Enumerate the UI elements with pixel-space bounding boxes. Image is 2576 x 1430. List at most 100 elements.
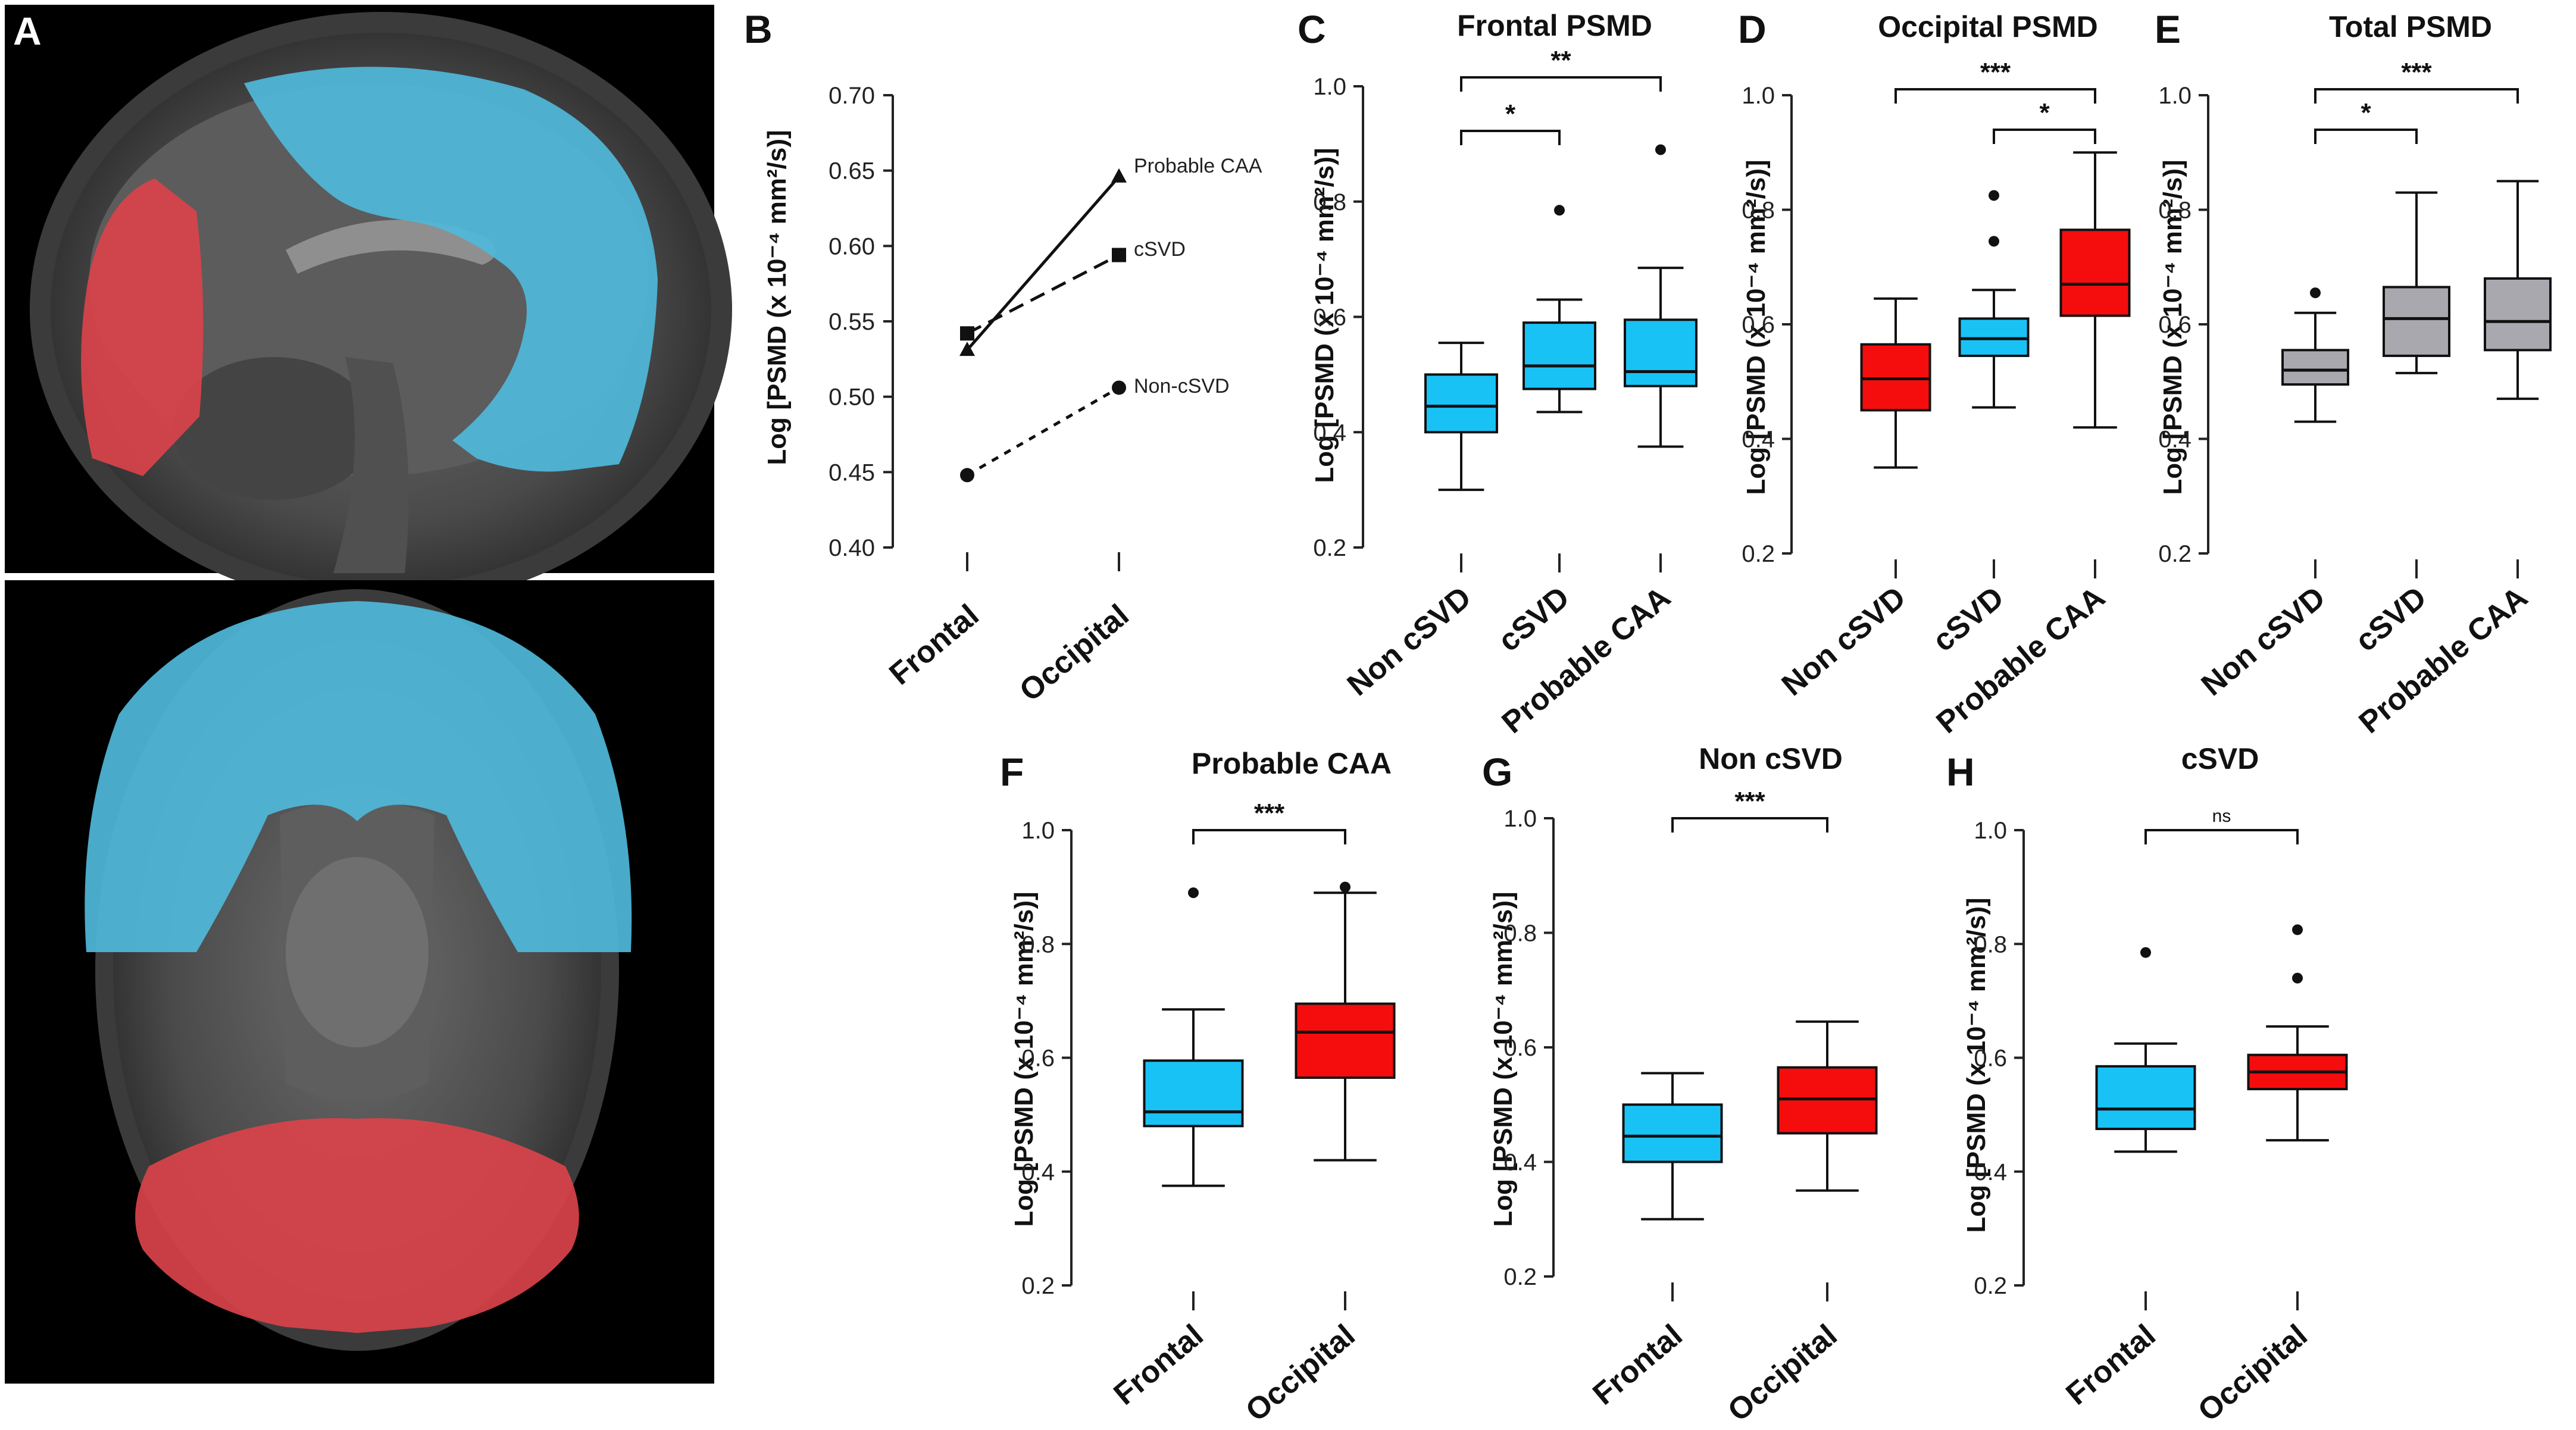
panel-g-box [1622,1103,1723,1163]
panel-b-cat-occipital: Occipital [1013,598,1136,709]
panel-f-significance-bracket [1192,829,1346,844]
panel-c-outlier-point [1655,144,1666,155]
panel-h-category-label: Occipital [2192,1318,2314,1429]
panel-e-ytick-label: 0.2 [2158,541,2192,567]
sagittal-frontal-region [244,67,658,472]
panel-e-significance-bracket [2314,129,2418,144]
panel-g-ytick-label: 1.0 [1503,806,1537,832]
panel-c-outlier-point [1554,205,1565,216]
panel-b-line-non-csvd [966,386,1120,477]
panel-d-category-label: cSVD [1926,580,2010,659]
panel-c-ytick-label: 0.8 [1313,189,1346,215]
panel-c-significance-label: * [1505,99,1516,129]
panel-h-outlier-point [2292,972,2303,984]
panel-c-category-label: Non cSVD [1341,580,1478,703]
panel-f-plot: 0.2 0.4 0.6 0.8 1.0 Frontal Occipital *** [1021,799,1396,1429]
panel-h-box [2095,1065,2196,1131]
panel-d-significance-bracket [1895,88,2096,104]
panel-h-ylabel: Log [PSMD (x 10⁻⁴ mm²/s)] [1962,897,1991,1232]
panel-e-ytick-label: 0.8 [2158,198,2192,224]
panel-d-ytick-label: 1.0 [1742,83,1775,109]
panel-e-ylabel: Log [PSMD (x 10⁻⁴ mm²/s)] [2158,159,2187,495]
panel-d-box [2059,229,2131,317]
panel-e-category-label: Probable CAA [2353,580,2534,740]
panel-g-ytick-label: 0.6 [1503,1035,1537,1061]
panel-label-c: C [1298,7,1326,51]
panel-label-g: G [1482,750,1512,794]
axial-frontal-region [85,601,632,952]
panel-label-f: F [1000,750,1024,794]
panel-c-box [1523,321,1596,390]
panel-b-point-non-csvd [1112,380,1126,395]
panel-d-title: Occipital PSMD [1878,10,2098,43]
panel-b-series-label-non-csvd: Non-cSVD [1134,375,1230,398]
panel-c-significance-label: ** [1550,46,1571,75]
panel-g-ytick-label: 0.8 [1503,921,1537,947]
panel-d-ylabel: Log [PSMD (x 10⁻⁴ mm²/s)] [1742,159,1771,495]
panel-label-a: A [13,9,42,53]
panel-d: D Occipital PSMD Log [PSMD (x 10⁻⁴ mm²/s… [1738,7,2131,740]
panel-b-point-probable-caa [959,342,975,356]
panel-b-ytick-label: 0.50 [829,384,875,411]
panel-d-significance-label: *** [1980,58,2011,87]
panel-b-ytick-label: 0.65 [829,158,875,184]
panel-f-outlier-point [1188,887,1199,899]
panel-h-title: cSVD [2181,742,2259,775]
panel-label-b: B [744,7,773,51]
panel-b-markers [959,168,1127,483]
panel-b-series [966,176,1120,477]
panel-f-outlier-point [1340,881,1350,893]
axial-brain-image [5,580,714,1384]
panel-e-box [2383,286,2450,357]
panel-label-h: H [1946,750,1975,794]
panel-c-box [1624,318,1697,387]
panel-e-outlier-point [2310,287,2321,299]
panel-e-ytick-label: 0.6 [2158,312,2192,338]
panel-e-title: Total PSMD [2329,10,2492,43]
panel-f-title: Probable CAA [1192,747,1392,780]
panel-f-ylabel: Log [PSMD (x 10⁻⁴ mm²/s)] [1009,891,1039,1226]
panel-d-category-label: Probable CAA [1930,580,2112,740]
panel-h-significance-label: ns [2212,806,2231,826]
panel-e-category-label: cSVD [2349,580,2433,659]
panel-label-d: D [1738,7,1767,51]
panel-e-box [2281,349,2349,386]
panel-c-title: Frontal PSMD [1457,9,1652,42]
sagittal-brain-image: A [5,5,732,607]
panel-b-point-csvd [1112,248,1126,262]
panel-f-ytick-label: 0.4 [1021,1159,1055,1185]
panel-b-ytick-label: 0.70 [829,83,875,109]
panel-c-ylabel: Log [PSMD (x 10⁻⁴ mm²/s)] [1310,148,1339,483]
panel-f-ytick-label: 0.8 [1021,931,1055,957]
panel-h: H cSVD Log [PSMD (x 10⁻⁴ mm²/s)] 0.20.40… [1946,742,2348,1429]
panel-b-y-ticks: 0.40 0.45 0.50 0.55 0.60 0.65 0.70 [829,83,1120,571]
panel-e-ytick-label: 1.0 [2158,83,2192,109]
panel-g-significance-bracket [1671,817,1828,833]
panel-d-outlier-point [1989,236,1999,247]
panel-b: B Log [PSMD (x 10⁻⁴ mm²/s)] 0.40 0.45 0.50… [744,7,1262,708]
panel-b-series-label-csvd: cSVD [1134,238,1186,261]
panel-g-category-label: Frontal [1586,1318,1689,1412]
panel-c-category-label: Probable CAA [1496,580,1677,740]
panel-g-title: Non cSVD [1699,742,1843,775]
panel-h-outlier-point [2140,947,2151,958]
panel-c-ytick-label: 0.2 [1313,535,1346,561]
panel-f-category-label: Occipital [1239,1318,1362,1429]
panel-g: G Non cSVD Log [PSMD (x 10⁻⁴ mm²/s)] 0.2… [1482,742,1878,1428]
panel-c: C Frontal PSMD Log [PSMD (x 10⁻⁴ mm²/s)]… [1298,7,1697,740]
panel-c-ytick-label: 0.6 [1313,305,1346,331]
panel-g-ytick-label: 0.4 [1503,1150,1537,1176]
panel-d-ytick-label: 0.8 [1742,198,1775,224]
panel-e-box [2484,277,2552,352]
panel-f-significance-label: *** [1254,799,1285,828]
panel-g-significance-label: *** [1734,787,1765,816]
panel-f-box [1295,1002,1396,1079]
panel-f-ytick-label: 1.0 [1021,818,1055,844]
panel-h-ytick-label: 0.8 [1974,931,2007,957]
panel-e-category-label: Non cSVD [2195,580,2332,703]
panel-b-ytick-label: 0.40 [829,535,875,561]
panel-g-plot: 0.2 0.4 0.6 0.8 1.0 Frontal Occipital *** [1503,787,1878,1428]
